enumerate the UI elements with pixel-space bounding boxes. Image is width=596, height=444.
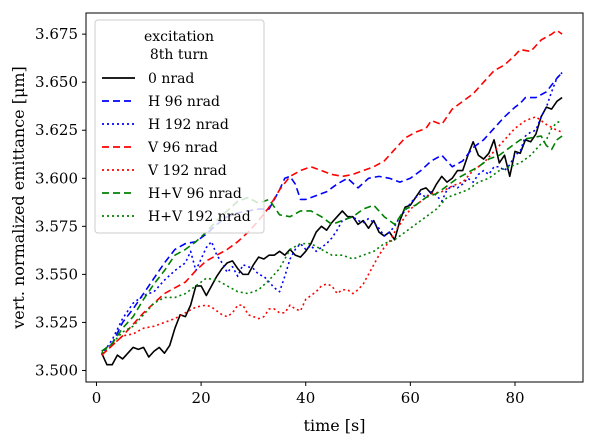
series-line-1 <box>101 72 563 352</box>
series-line-0 <box>100 96 563 366</box>
y-tick-label: 3.675 <box>35 25 78 43</box>
y-axis-label: vert. normalized emittance [μm] <box>9 66 28 330</box>
legend: excitation 8th turn 0 nrad H 96 nrad H 192… <box>94 19 265 234</box>
legend-label: H 96 nrad <box>148 94 220 110</box>
x-axis-label: time [s] <box>304 416 366 435</box>
y-tick-label: 3.575 <box>35 217 78 235</box>
legend-label: V 96 nrad <box>147 140 218 156</box>
x-tick-label: 20 <box>192 389 211 407</box>
plot-frame <box>85 12 584 383</box>
legend-entries: 0 nrad H 96 nrad H 192 nrad V 96 nrad V 192 … <box>102 71 251 225</box>
x-tick-label: 40 <box>296 389 315 407</box>
legend-box <box>94 19 265 234</box>
series-line-5 <box>101 135 563 352</box>
y-tick-label: 3.625 <box>35 121 78 139</box>
x-tick-label: 80 <box>505 389 524 407</box>
y-tick-label: 3.525 <box>35 313 78 331</box>
x-tick-label: 0 <box>92 389 102 407</box>
y-tick-label: 3.650 <box>35 73 78 91</box>
legend-title-line1: excitation <box>144 29 214 45</box>
y-tick-label: 3.600 <box>35 169 78 187</box>
legend-label: H 192 nrad <box>148 117 229 133</box>
legend-label: H+V 192 nrad <box>148 209 251 225</box>
series-line-3 <box>101 29 563 356</box>
x-axis-ticks: 0 20 40 60 80 <box>92 382 525 407</box>
y-tick-label: 3.550 <box>35 265 78 283</box>
legend-title-line2: 8th turn <box>150 47 208 63</box>
series-layer <box>100 29 563 366</box>
legend-label: H+V 96 nrad <box>148 186 242 202</box>
y-tick-label: 3.500 <box>35 361 78 379</box>
series-line-6 <box>101 119 563 354</box>
legend-label: V 192 nrad <box>147 163 227 179</box>
legend-label: 0 nrad <box>148 71 194 87</box>
series-line-4 <box>101 115 563 356</box>
x-tick-label: 60 <box>401 389 420 407</box>
y-axis-ticks: 3.500 3.525 3.550 3.575 3.600 3.625 3.650 3.675 <box>35 25 86 379</box>
